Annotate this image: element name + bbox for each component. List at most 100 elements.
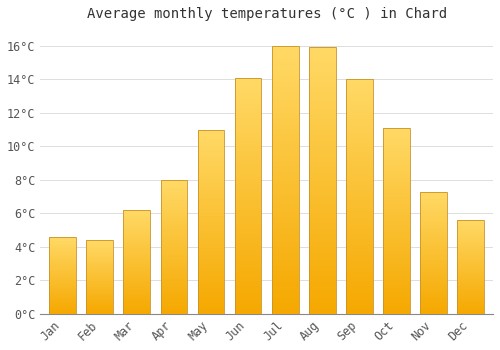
Bar (198, 130, 224, 314)
Bar (49, 262, 76, 263)
Bar (124, 278, 150, 279)
Bar (458, 239, 484, 240)
Bar (383, 198, 410, 201)
Bar (235, 229, 262, 231)
Bar (198, 281, 224, 282)
Bar (420, 252, 447, 253)
Bar (124, 248, 150, 250)
Bar (49, 245, 76, 246)
Bar (160, 263, 188, 264)
Bar (458, 226, 484, 227)
Bar (86, 276, 113, 277)
Bar (458, 225, 484, 226)
Bar (124, 258, 150, 259)
Bar (346, 140, 373, 143)
Bar (235, 80, 262, 82)
Bar (309, 231, 336, 234)
Bar (160, 309, 188, 310)
Bar (235, 104, 262, 106)
Bar (235, 255, 262, 257)
Bar (383, 174, 410, 176)
Bar (458, 278, 484, 279)
Bar (420, 233, 447, 235)
Bar (198, 285, 224, 286)
Bar (346, 295, 373, 298)
Bar (420, 313, 447, 314)
Bar (458, 280, 484, 281)
Bar (383, 206, 410, 208)
Bar (235, 120, 262, 122)
Bar (383, 191, 410, 193)
Bar (458, 258, 484, 259)
Bar (235, 264, 262, 267)
Bar (235, 182, 262, 184)
Bar (383, 178, 410, 180)
Bar (420, 243, 447, 244)
Bar (86, 293, 113, 294)
Bar (309, 77, 336, 79)
Bar (124, 284, 150, 285)
Bar (420, 303, 447, 304)
Bar (346, 138, 373, 140)
Bar (160, 185, 188, 187)
Bar (160, 231, 188, 232)
Bar (458, 220, 484, 221)
Bar (346, 152, 373, 154)
Bar (124, 286, 150, 287)
Bar (346, 114, 373, 117)
Bar (383, 176, 410, 178)
Bar (346, 204, 373, 206)
Bar (272, 124, 298, 126)
Bar (458, 248, 484, 249)
Bar (420, 264, 447, 265)
Bar (49, 294, 76, 295)
Bar (383, 241, 410, 243)
Bar (272, 78, 298, 80)
Bar (458, 311, 484, 312)
Bar (49, 286, 76, 287)
Bar (235, 125, 262, 127)
Bar (383, 158, 410, 160)
Bar (124, 302, 150, 303)
Bar (309, 199, 336, 202)
Bar (198, 264, 224, 266)
Bar (383, 150, 410, 152)
Bar (235, 134, 262, 137)
Bar (49, 312, 76, 313)
Bar (198, 139, 224, 141)
Bar (198, 161, 224, 163)
Bar (86, 256, 113, 257)
Bar (124, 243, 150, 244)
Bar (272, 250, 298, 252)
Bar (383, 258, 410, 260)
Bar (309, 159, 336, 162)
Bar (160, 243, 188, 244)
Bar (383, 279, 410, 280)
Bar (458, 232, 484, 233)
Bar (124, 293, 150, 294)
Bar (160, 278, 188, 279)
Bar (346, 194, 373, 197)
Bar (346, 300, 373, 302)
Bar (383, 143, 410, 145)
Bar (272, 215, 298, 217)
Bar (458, 312, 484, 313)
Bar (420, 272, 447, 274)
Bar (272, 228, 298, 231)
Bar (198, 135, 224, 137)
Bar (346, 98, 373, 100)
Bar (458, 224, 484, 225)
Bar (309, 271, 336, 274)
Bar (420, 221, 447, 222)
Bar (383, 135, 410, 137)
Bar (458, 238, 484, 239)
Bar (383, 282, 410, 284)
Bar (346, 272, 373, 274)
Bar (160, 261, 188, 263)
Bar (309, 301, 336, 303)
Bar (420, 292, 447, 293)
Bar (124, 237, 150, 238)
Bar (383, 186, 410, 187)
Bar (160, 291, 188, 293)
Bar (198, 251, 224, 253)
